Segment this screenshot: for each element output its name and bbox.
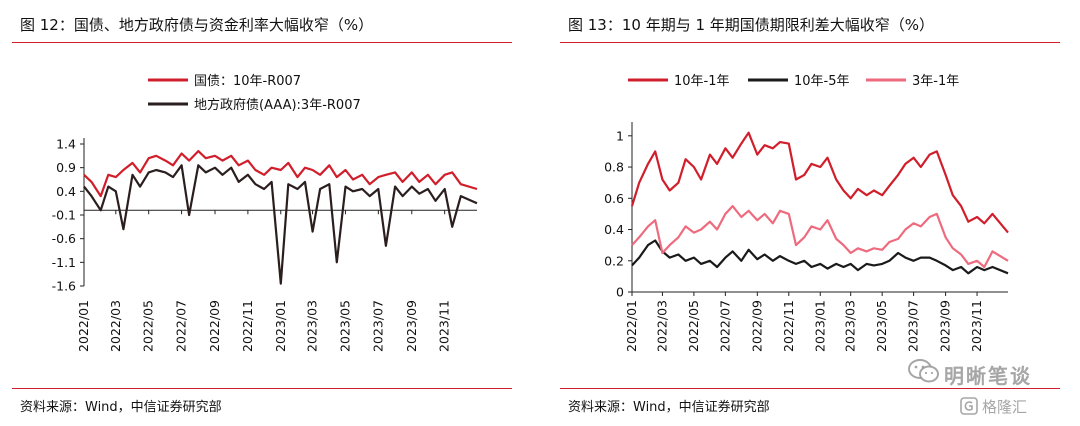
y-tick-label: -1.6 xyxy=(52,279,76,294)
x-tick-label: 2023/01 xyxy=(812,300,827,352)
legend-label-1: 10年-1年 xyxy=(674,74,730,89)
y-tick-label: 0.2 xyxy=(604,253,624,268)
figure-12-top-rule xyxy=(12,42,512,43)
x-tick-label: 2023/05 xyxy=(337,300,352,352)
figure-13-panel: 图 13：10 年期与 1 年期国债期限利差大幅收窄（%） 1 0.8 0.6 0.4… xyxy=(560,0,1080,426)
x-tick-label: 2022/01 xyxy=(624,300,639,352)
figure-12-panel: 图 12：国债、地方政府债与资金利率大幅收窄（%） 1.4 0.9 0.4 -0.1 -… xyxy=(12,0,532,426)
series-line-1 xyxy=(83,149,478,198)
x-tick-label: 2022/09 xyxy=(207,300,222,352)
y-tick-label: 1.4 xyxy=(56,137,76,152)
watermark-brand: 明晰笔谈 xyxy=(944,364,1032,388)
y-tick-label: 0 xyxy=(616,285,624,300)
series-line-3 xyxy=(631,205,1009,269)
y-tick-label: 0.4 xyxy=(604,222,624,237)
figure-13-source: 资料来源：Wind，中信证券研究部 xyxy=(568,400,770,415)
x-tick-label: 2022/03 xyxy=(108,300,123,352)
figure-12-title: 图 12：国债、地方政府债与资金利率大幅收窄（%） xyxy=(20,16,374,34)
x-tick-label: 2023/01 xyxy=(273,300,288,352)
y-tick-label: 0.9 xyxy=(56,160,76,175)
x-tick-label: 2022/11 xyxy=(781,300,796,352)
x-tick-label: 2023/07 xyxy=(906,300,921,352)
y-tick-label: -0.6 xyxy=(52,231,76,246)
y-tick-label: 1 xyxy=(616,128,624,143)
watermark: 明晰笔谈 格隆汇 xyxy=(906,350,1066,426)
x-tick-label: 2022/11 xyxy=(240,300,255,352)
x-tick-label: 2023/05 xyxy=(874,300,889,352)
y-tick-label: -0.1 xyxy=(52,208,76,223)
figure-13-title: 图 13：10 年期与 1 年期国债期限利差大幅收窄（%） xyxy=(568,16,935,34)
x-tick-label: 2022/03 xyxy=(654,300,669,352)
legend-label-2: 地方政府债(AAA):3年-R007 xyxy=(194,97,361,113)
x-tick-label: 2022/07 xyxy=(717,300,732,352)
x-tick-label: 2022/07 xyxy=(174,300,189,352)
x-tick-label: 2023/09 xyxy=(938,300,953,352)
wechat-icon xyxy=(908,359,939,383)
x-tick-label: 2023/11 xyxy=(437,300,452,352)
legend-label-2: 10年-5年 xyxy=(794,74,850,89)
y-tick-label: 0.6 xyxy=(604,191,624,206)
figure-13-top-rule xyxy=(560,42,1060,43)
site-logo-icon xyxy=(960,397,978,415)
x-tick-label: 2023/03 xyxy=(843,300,858,352)
y-tick-label: 0.8 xyxy=(604,160,624,175)
figure-12-bottom-rule xyxy=(12,388,512,389)
legend-label-1: 国债：10年-R007 xyxy=(194,74,301,89)
x-tick-label: 2023/09 xyxy=(404,300,419,352)
x-tick-label: 2022/05 xyxy=(686,300,701,352)
x-tick-label: 2022/05 xyxy=(141,300,156,352)
x-tick-label: 2023/03 xyxy=(305,300,320,352)
x-tick-label: 2023/11 xyxy=(969,300,984,352)
legend-label-3: 3年-1年 xyxy=(912,74,959,89)
x-tick-label: 2023/07 xyxy=(370,300,385,352)
watermark-site: 格隆汇 xyxy=(982,398,1028,416)
x-tick-label: 2022/09 xyxy=(749,300,764,352)
y-tick-label: -1.1 xyxy=(52,255,76,270)
series-line-2 xyxy=(83,164,478,285)
figure-12-source: 资料来源：Wind，中信证券研究部 xyxy=(20,400,222,415)
y-tick-label: 0.4 xyxy=(56,184,76,199)
series-line-1 xyxy=(630,131,1009,234)
x-tick-label: 2022/01 xyxy=(76,300,91,352)
figure-13-bottom-rule xyxy=(560,388,1060,389)
series-line-2 xyxy=(631,239,1009,275)
